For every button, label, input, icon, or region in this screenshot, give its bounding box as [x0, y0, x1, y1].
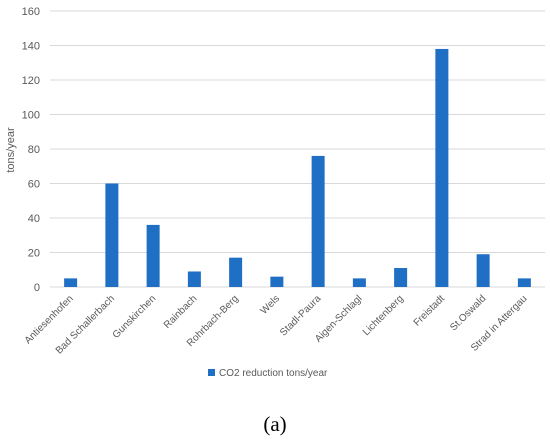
y-tick-label: 100 — [22, 110, 40, 122]
x-tick-label: Freistadt — [412, 293, 447, 328]
bar-st-oswald — [476, 254, 490, 287]
y-tick-label: 140 — [22, 41, 40, 53]
bar-lichtenberg — [394, 268, 408, 287]
figure-caption: (a) — [263, 412, 286, 436]
y-tick-label: 60 — [28, 179, 40, 191]
y-tick-label: 40 — [28, 213, 40, 225]
y-tick-label: 0 — [34, 282, 40, 294]
bar-rohrbach-berg — [229, 257, 243, 287]
bar-rainbach — [187, 271, 201, 287]
bar-bad-schallerbach — [105, 183, 119, 287]
bar-stadl-paura — [311, 155, 325, 287]
bar-gunskirchen — [146, 224, 160, 287]
y-tick-label: 20 — [28, 248, 40, 260]
x-tick-label: Lichtenberg — [361, 293, 406, 338]
y-tick-label: 80 — [28, 144, 40, 156]
gridlines — [50, 10, 545, 288]
bar-wels — [270, 276, 284, 287]
y-tick-label: 120 — [22, 75, 40, 87]
legend-label: CO2 reduction tons/year — [219, 368, 328, 379]
bar-antiesenhofen — [64, 278, 78, 287]
y-axis-label: tons/year — [5, 127, 17, 173]
x-tick-label: Gunskirchen — [111, 293, 158, 340]
y-tick-label: 160 — [22, 6, 40, 18]
x-tick-label: Stadl-Paura — [278, 293, 323, 338]
x-tick-label: Wels — [259, 293, 282, 316]
legend-swatch — [208, 369, 215, 376]
legend: CO2 reduction tons/year — [208, 368, 328, 379]
bar-aigen-schlagl — [352, 278, 366, 287]
x-tick-label: Rainbach — [162, 293, 200, 331]
bar-freistadt — [435, 48, 449, 288]
bars — [64, 48, 531, 288]
x-tick-label: St.Oswald — [448, 293, 488, 333]
bar-strad-in-attergau — [517, 278, 531, 287]
y-axis-ticks: 0 20 40 60 80 100 120 140 160 — [22, 6, 40, 294]
